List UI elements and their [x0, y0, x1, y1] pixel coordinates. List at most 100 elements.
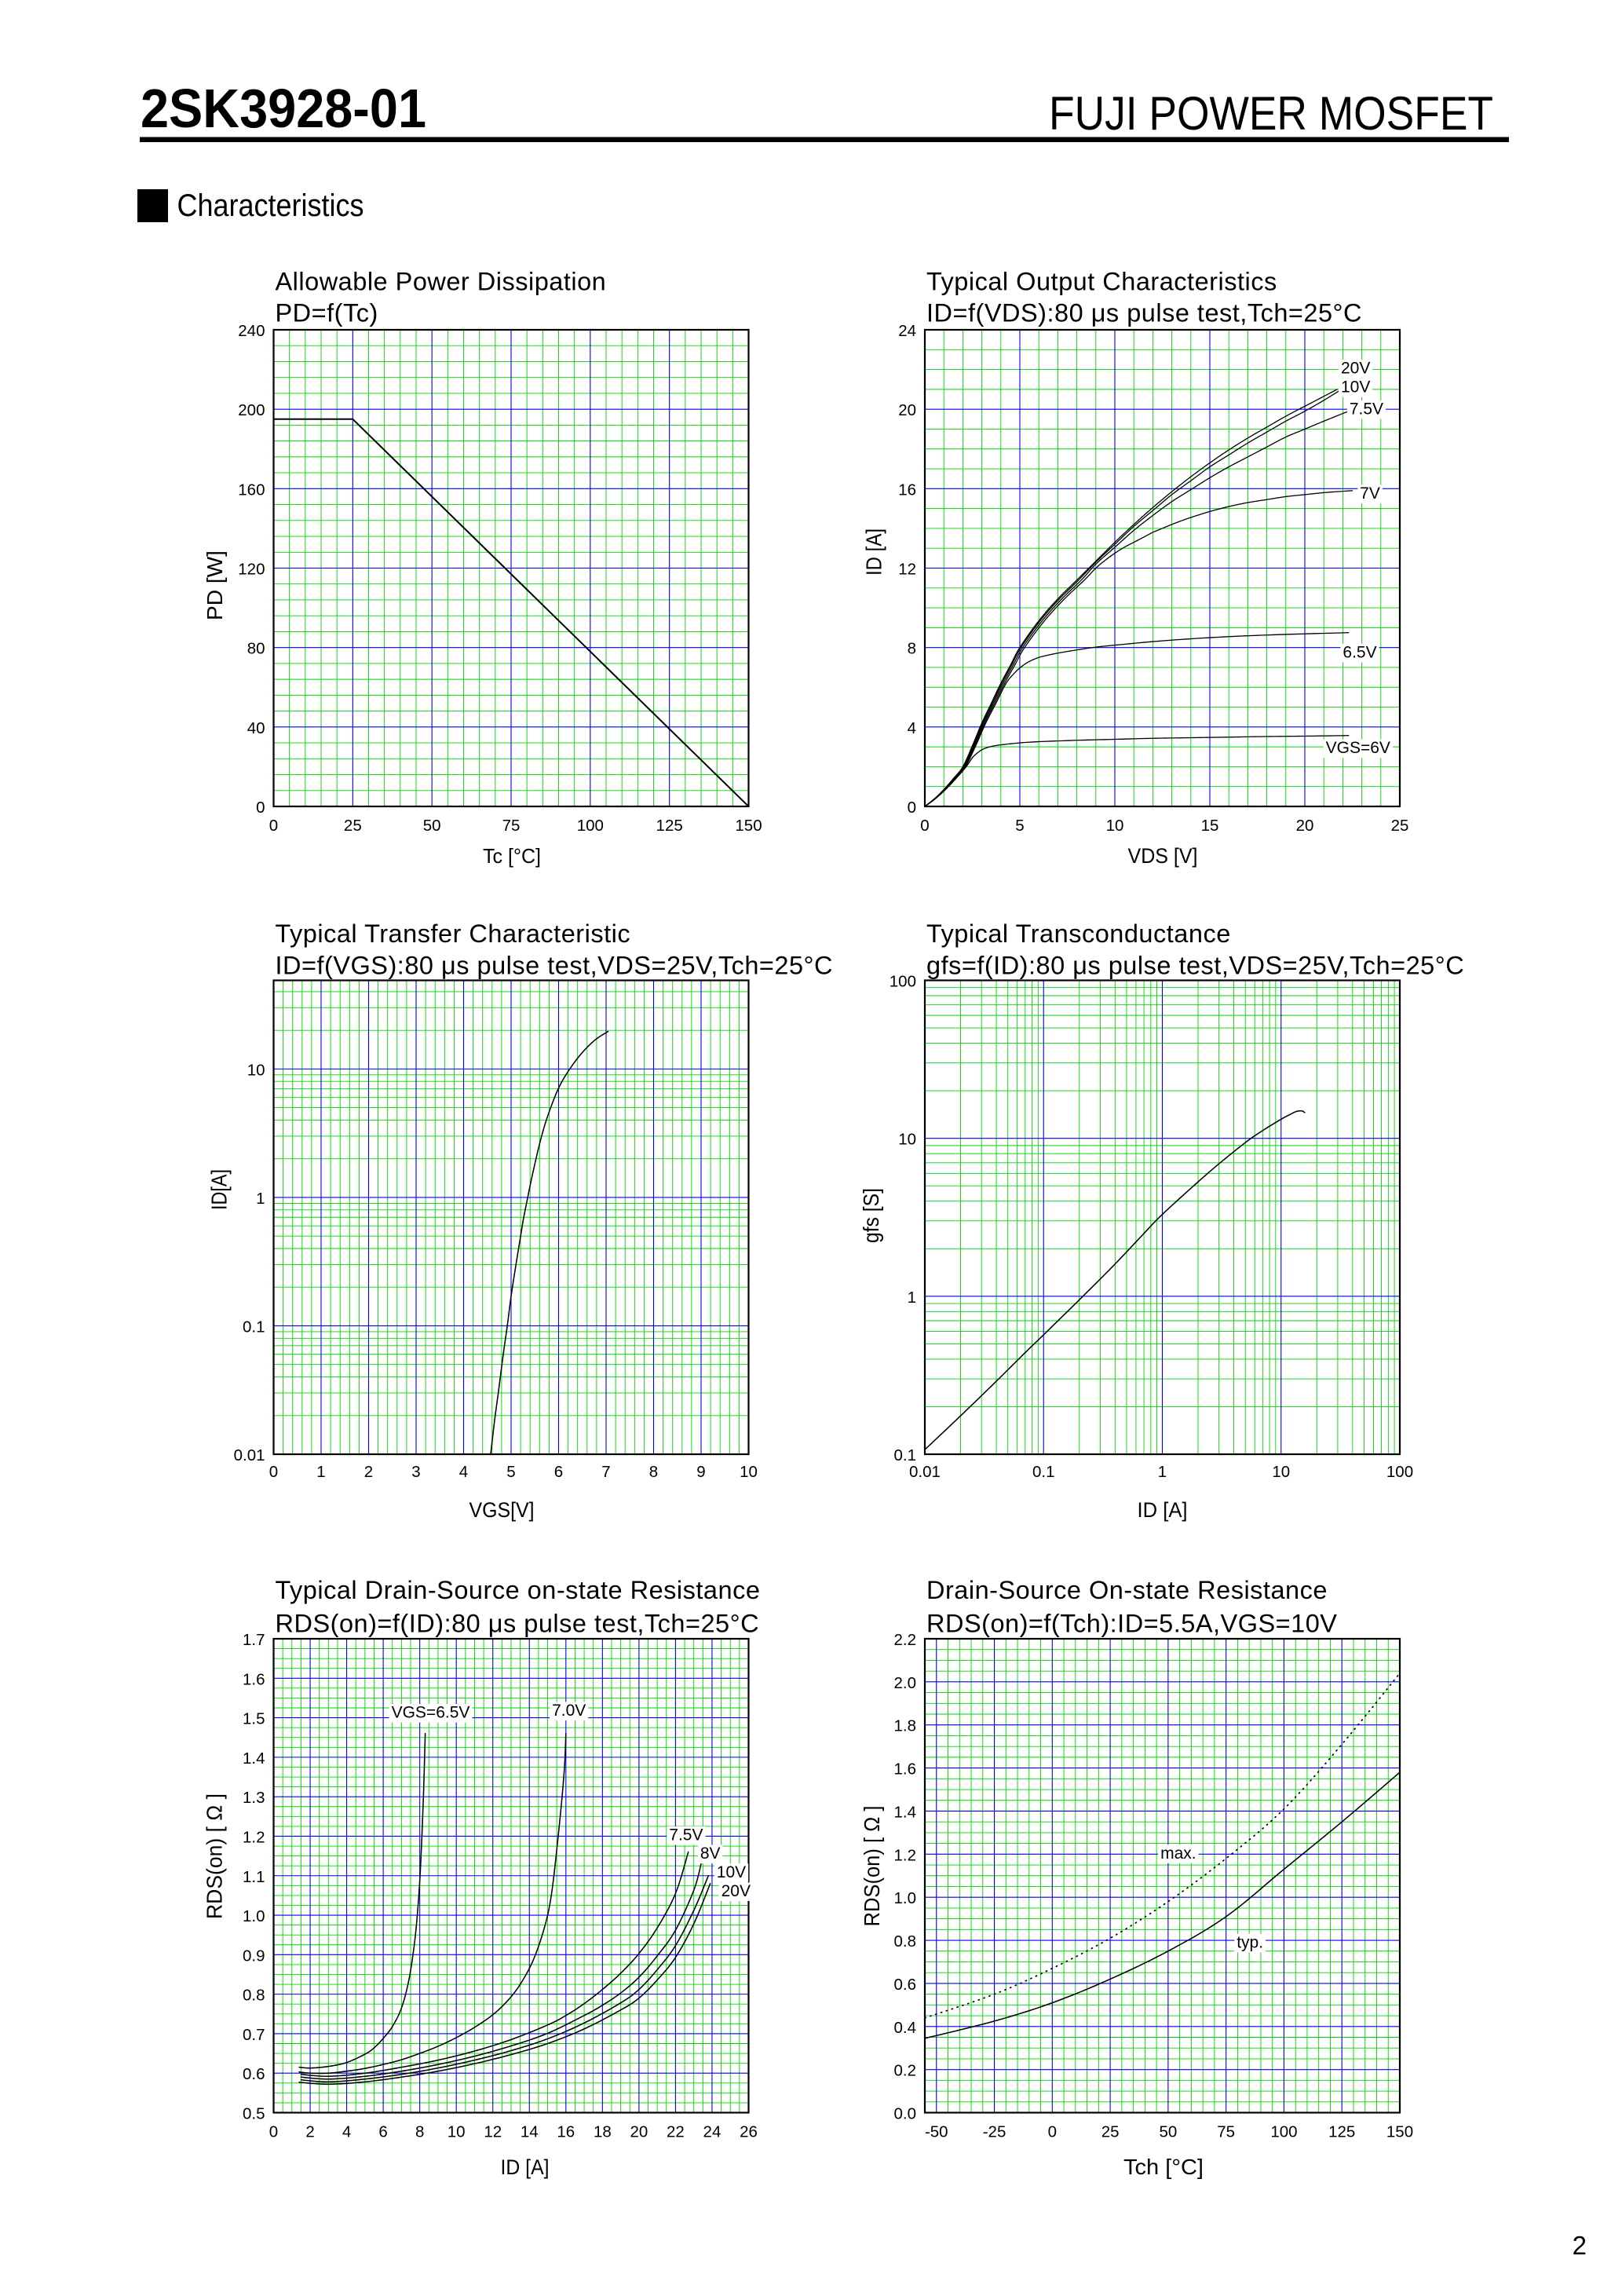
svg-text:5: 5 [506, 1463, 515, 1481]
svg-text:ID [A]: ID [A] [501, 2155, 550, 2179]
svg-text:1.0: 1.0 [243, 1907, 265, 1925]
svg-text:160: 160 [238, 481, 265, 499]
svg-text:7: 7 [601, 1463, 610, 1481]
svg-text:1.5: 1.5 [243, 1710, 265, 1728]
svg-text:1: 1 [256, 1190, 265, 1208]
svg-text:16: 16 [898, 481, 916, 499]
svg-text:RDS(on) [ Ω ]: RDS(on) [ Ω ] [203, 1793, 227, 1919]
svg-text:Typical Drain-Source on-state: Typical Drain-Source on-state Resistance [276, 1576, 761, 1604]
svg-text:1.2: 1.2 [894, 1846, 917, 1864]
svg-text:Typical Transconductance: Typical Transconductance [926, 919, 1231, 948]
svg-text:0: 0 [1048, 2123, 1057, 2141]
svg-text:22: 22 [667, 2123, 685, 2141]
svg-text:4: 4 [908, 719, 916, 737]
svg-text:gfs=f(ID):80 μs pulse test,VDS: gfs=f(ID):80 μs pulse test,VDS=25V,Tch=2… [926, 952, 1464, 980]
svg-text:7.5V: 7.5V [669, 1826, 703, 1844]
svg-text:10: 10 [1272, 1463, 1290, 1481]
svg-text:ID [A]: ID [A] [1138, 1498, 1188, 1522]
svg-text:4: 4 [459, 1463, 468, 1481]
svg-text:10: 10 [448, 2123, 466, 2141]
svg-text:24: 24 [703, 2123, 721, 2141]
svg-text:0.4: 0.4 [894, 2019, 917, 2037]
svg-text:RDS(on)=f(ID):80 μs pulse tes: RDS(on)=f(ID):80 μs pulse test,Tch=25°C [276, 1610, 760, 1638]
svg-text:6: 6 [554, 1463, 563, 1481]
svg-text:6: 6 [378, 2123, 387, 2141]
svg-text:6.5V: 6.5V [1343, 643, 1376, 661]
svg-text:0: 0 [269, 817, 278, 835]
svg-text:25: 25 [1391, 817, 1409, 835]
svg-text:2.2: 2.2 [894, 1631, 917, 1649]
svg-text:1.8: 1.8 [894, 1717, 917, 1735]
svg-text:-25: -25 [983, 2123, 1006, 2141]
svg-text:40: 40 [247, 719, 265, 737]
svg-text:1.4: 1.4 [243, 1749, 265, 1768]
svg-text:50: 50 [423, 817, 441, 835]
svg-text:12: 12 [484, 2123, 502, 2141]
svg-text:0: 0 [256, 799, 265, 817]
svg-text:2: 2 [364, 1463, 373, 1481]
svg-text:200: 200 [238, 401, 265, 419]
svg-text:10: 10 [247, 1061, 265, 1079]
svg-text:20: 20 [630, 2123, 648, 2141]
svg-text:0.2: 0.2 [894, 2062, 917, 2080]
svg-text:1: 1 [1158, 1463, 1167, 1481]
svg-text:25: 25 [1101, 2123, 1120, 2141]
svg-text:150: 150 [735, 817, 762, 835]
svg-text:15: 15 [1201, 817, 1219, 835]
svg-text:2: 2 [305, 2123, 314, 2141]
svg-text:VGS=6V: VGS=6V [1326, 739, 1390, 757]
svg-text:0: 0 [908, 799, 916, 817]
svg-text:0.6: 0.6 [894, 1976, 917, 1994]
svg-text:1.7: 1.7 [243, 1631, 265, 1649]
svg-text:VDS [V]: VDS [V] [1128, 844, 1198, 868]
svg-text:10: 10 [898, 1131, 916, 1149]
svg-text:ID=f(VGS):80 μs pulse test,VDS: ID=f(VGS):80 μs pulse test,VDS=25V,Tch=2… [276, 952, 834, 980]
svg-text:26: 26 [740, 2123, 758, 2141]
svg-text:1.2: 1.2 [243, 1828, 265, 1846]
svg-text:0.1: 0.1 [894, 1446, 917, 1464]
svg-text:7.0V: 7.0V [552, 1702, 586, 1720]
svg-text:100: 100 [577, 817, 604, 835]
svg-text:10: 10 [740, 1463, 758, 1481]
svg-text:1: 1 [908, 1289, 916, 1307]
svg-text:7.5V: 7.5V [1350, 400, 1383, 418]
svg-text:8: 8 [415, 2123, 424, 2141]
svg-text:FUJI POWER MOSFET: FUJI POWER MOSFET [1049, 87, 1493, 140]
svg-text:0.5: 0.5 [243, 2105, 265, 2123]
svg-text:80: 80 [247, 640, 265, 658]
svg-text:100: 100 [1270, 2123, 1297, 2141]
svg-text:ID=f(VDS):80 μs pulse test,Tch: ID=f(VDS):80 μs pulse test,Tch=25°C [926, 299, 1362, 327]
svg-text:RDS(on)=f(Tch):ID=5.5A,VGS=10V: RDS(on)=f(Tch):ID=5.5A,VGS=10V [926, 1610, 1337, 1638]
svg-text:2: 2 [1573, 2231, 1587, 2260]
svg-text:8: 8 [908, 640, 916, 658]
svg-text:0.7: 0.7 [243, 2026, 265, 2044]
svg-text:0.8: 0.8 [894, 1932, 917, 1951]
svg-text:1.3: 1.3 [243, 1789, 265, 1807]
svg-text:0.1: 0.1 [1032, 1463, 1055, 1481]
svg-text:10V: 10V [717, 1863, 746, 1881]
svg-text:1: 1 [316, 1463, 325, 1481]
svg-text:75: 75 [1217, 2123, 1235, 2141]
svg-text:100: 100 [1386, 1463, 1413, 1481]
svg-text:0.01: 0.01 [234, 1446, 265, 1464]
svg-text:10: 10 [1106, 817, 1124, 835]
svg-text:0.01: 0.01 [909, 1463, 941, 1481]
svg-text:Tc [°C]: Tc [°C] [483, 844, 541, 868]
svg-text:20: 20 [1296, 817, 1314, 835]
svg-text:150: 150 [1386, 2123, 1413, 2141]
svg-text:RDS(on) [ Ω ]: RDS(on) [ Ω ] [860, 1806, 884, 1927]
svg-text:14: 14 [521, 2123, 539, 2141]
svg-text:7V: 7V [1360, 484, 1380, 503]
svg-text:0.0: 0.0 [894, 2105, 917, 2123]
svg-text:ID[A]: ID[A] [207, 1169, 232, 1210]
svg-text:1.4: 1.4 [894, 1803, 917, 1821]
svg-text:1.6: 1.6 [894, 1760, 917, 1779]
svg-text:gfs [S]: gfs [S] [859, 1188, 883, 1243]
svg-text:2.0: 2.0 [894, 1674, 917, 1692]
svg-text:ID [A]: ID [A] [862, 528, 886, 576]
svg-text:2SK3928-01: 2SK3928-01 [141, 78, 426, 139]
svg-text:75: 75 [502, 817, 521, 835]
svg-text:0.6: 0.6 [243, 2065, 265, 2083]
svg-text:9: 9 [696, 1463, 705, 1481]
svg-text:PD [W]: PD [W] [203, 550, 227, 620]
